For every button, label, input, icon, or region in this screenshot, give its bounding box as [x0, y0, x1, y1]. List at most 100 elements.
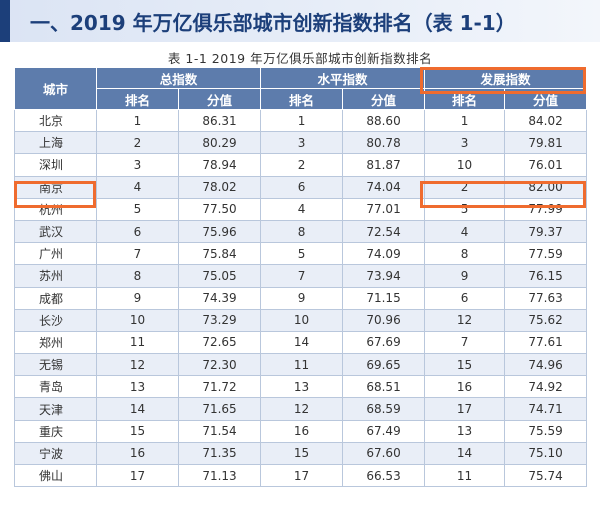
total-rank-cell: 16 — [96, 441, 179, 466]
city-cell: 南京 — [14, 175, 97, 199]
total-score-cell: 72.65 — [177, 330, 262, 355]
level-rank-cell: 14 — [260, 330, 344, 355]
development-score-cell: 77.63 — [504, 286, 588, 310]
development-rank-cell: 15 — [424, 353, 506, 377]
level-score-cell: 66.53 — [342, 463, 426, 488]
total-rank-cell: 17 — [96, 463, 179, 488]
level-score-cell: 88.60 — [342, 108, 426, 133]
development-score-cell: 77.99 — [504, 197, 588, 221]
total-score-cell: 71.72 — [177, 375, 262, 399]
development-score-cell: 79.81 — [504, 131, 588, 155]
development-rank-cell: 9 — [424, 264, 506, 288]
level-score-cell: 77.01 — [342, 197, 426, 221]
city-cell: 广州 — [14, 242, 97, 266]
development-score-cell: 75.10 — [504, 441, 588, 466]
city-cell: 青岛 — [14, 375, 97, 399]
total-score-cell: 75.96 — [177, 219, 262, 244]
level-score-cell: 67.69 — [342, 330, 426, 355]
development-score-cell: 74.92 — [504, 375, 588, 399]
header-city: 城市 — [14, 67, 97, 110]
total-score-cell: 72.30 — [177, 353, 262, 377]
total-score-cell: 75.05 — [177, 264, 262, 288]
development-score-cell: 74.71 — [504, 397, 588, 421]
total-score-cell: 71.35 — [177, 441, 262, 466]
level-score-cell: 67.49 — [342, 419, 426, 443]
level-score-cell: 71.15 — [342, 286, 426, 310]
header-level-score: 分值 — [342, 88, 426, 110]
level-rank-cell: 3 — [260, 131, 344, 155]
table-row: 杭州 5 77.50 4 77.01 5 77.99 — [14, 197, 588, 221]
header-development-score: 分值 — [504, 88, 588, 110]
development-rank-cell: 17 — [424, 397, 506, 421]
header-level-rank: 排名 — [260, 88, 344, 110]
city-cell: 北京 — [14, 108, 97, 133]
development-rank-cell: 2 — [424, 175, 506, 199]
level-score-cell: 81.87 — [342, 153, 426, 177]
city-cell: 成都 — [14, 286, 97, 310]
total-score-cell: 73.29 — [177, 308, 262, 332]
section-heading: 一、2019 年万亿俱乐部城市创新指数排名（表 1-1） — [0, 0, 600, 42]
total-rank-cell: 10 — [96, 308, 179, 332]
city-cell: 重庆 — [14, 419, 97, 443]
level-score-cell: 68.59 — [342, 397, 426, 421]
table-row: 重庆 15 71.54 16 67.49 13 75.59 — [14, 419, 588, 443]
development-rank-cell: 13 — [424, 419, 506, 443]
total-score-cell: 75.84 — [177, 242, 262, 266]
total-rank-cell: 4 — [96, 175, 179, 199]
city-cell: 天津 — [14, 397, 97, 421]
total-rank-cell: 11 — [96, 330, 179, 355]
heading-accent-bar — [0, 0, 10, 42]
development-score-cell: 75.62 — [504, 308, 588, 332]
development-score-cell: 79.37 — [504, 219, 588, 244]
level-rank-cell: 2 — [260, 153, 344, 177]
total-score-cell: 78.02 — [177, 175, 262, 199]
level-rank-cell: 7 — [260, 264, 344, 288]
header-total-score: 分值 — [177, 88, 262, 110]
level-rank-cell: 6 — [260, 175, 344, 199]
level-rank-cell: 4 — [260, 197, 344, 221]
development-rank-cell: 8 — [424, 242, 506, 266]
total-rank-cell: 13 — [96, 375, 179, 399]
table-row: 成都 9 74.39 9 71.15 6 77.63 — [14, 286, 588, 310]
table-row: 郑州 11 72.65 14 67.69 7 77.61 — [14, 330, 588, 355]
level-rank-cell: 10 — [260, 308, 344, 332]
total-rank-cell: 15 — [96, 419, 179, 443]
development-score-cell: 74.96 — [504, 353, 588, 377]
total-rank-cell: 8 — [96, 264, 179, 288]
development-score-cell: 76.01 — [504, 153, 588, 177]
city-cell: 深圳 — [14, 153, 97, 177]
city-cell: 长沙 — [14, 308, 97, 332]
table-caption: 表 1-1 2019 年万亿俱乐部城市创新指数排名 — [167, 51, 433, 66]
total-rank-cell: 9 — [96, 286, 179, 310]
table-row: 青岛 13 71.72 13 68.51 16 74.92 — [14, 375, 588, 399]
total-rank-cell: 5 — [96, 197, 179, 221]
development-score-cell: 76.15 — [504, 264, 588, 288]
city-cell: 宁波 — [14, 441, 97, 466]
level-rank-cell: 17 — [260, 463, 344, 488]
city-cell: 武汉 — [14, 219, 97, 244]
level-rank-cell: 11 — [260, 353, 344, 377]
level-score-cell: 70.96 — [342, 308, 426, 332]
development-score-cell: 77.61 — [504, 330, 588, 355]
total-score-cell: 80.29 — [177, 131, 262, 155]
development-rank-cell: 4 — [424, 219, 506, 244]
level-rank-cell: 8 — [260, 219, 344, 244]
city-cell: 郑州 — [14, 330, 97, 355]
table-row: 天津 14 71.65 12 68.59 17 74.71 — [14, 397, 588, 421]
level-rank-cell: 9 — [260, 286, 344, 310]
table-row: 佛山 17 71.13 17 66.53 11 75.74 — [14, 463, 588, 488]
city-cell: 杭州 — [14, 197, 97, 221]
total-score-cell: 74.39 — [177, 286, 262, 310]
header-total-index: 总指数 — [95, 67, 262, 89]
level-rank-cell: 13 — [260, 375, 344, 399]
level-rank-cell: 1 — [260, 108, 344, 133]
development-score-cell: 75.74 — [504, 463, 588, 488]
city-cell: 无锡 — [14, 353, 97, 377]
development-rank-cell: 16 — [424, 375, 506, 399]
development-rank-cell: 1 — [424, 108, 506, 133]
table-row: 北京 1 86.31 1 88.60 1 84.02 — [14, 108, 588, 133]
table-row: 长沙 10 73.29 10 70.96 12 75.62 — [14, 308, 588, 332]
level-rank-cell: 16 — [260, 419, 344, 443]
development-rank-cell: 7 — [424, 330, 506, 355]
development-score-cell: 84.02 — [504, 108, 588, 133]
